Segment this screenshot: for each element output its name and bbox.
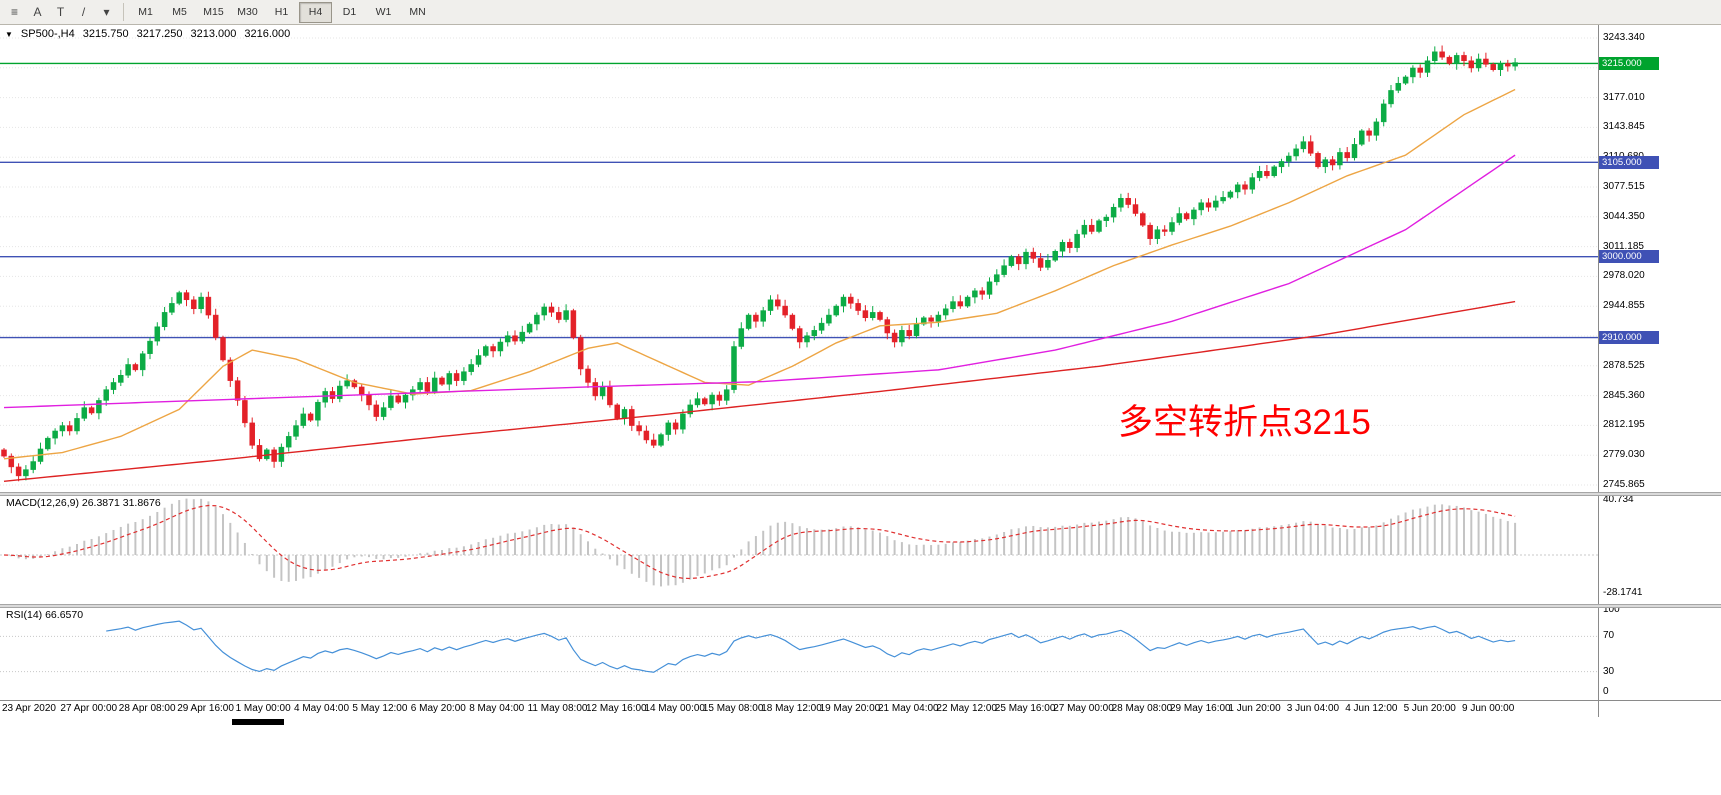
price-tick-label: 3143.845 (1603, 121, 1645, 133)
macd-tick-label: -28.1741 (1603, 587, 1643, 599)
time-axis-label: 1 Jun 20:00 (1228, 703, 1281, 714)
timeframe-button-m5[interactable]: M5 (172, 6, 187, 18)
symbol-name: SP500-,H4 (20, 28, 75, 40)
price-tick-label: 3077.515 (1603, 181, 1645, 192)
ohlc-open: 3215.750 (82, 28, 129, 40)
time-axis-label: 27 Apr 00:00 (60, 703, 118, 714)
time-axis-label: 22 May 12:00 (936, 703, 997, 714)
timeframe-button-h1[interactable]: H1 (274, 6, 289, 18)
time-axis-label: 3 Jun 04:00 (1286, 703, 1340, 714)
macd-rsi-panel-separator[interactable] (0, 604, 1721, 608)
price-tick-label: 2878.525 (1603, 359, 1645, 371)
hline-price-tag: 2910.000 (1599, 331, 1659, 345)
rsi-tick-label: 100 (1603, 604, 1620, 615)
price-tick-label: 2779.030 (1603, 449, 1645, 461)
price-tick-label: 3044.350 (1603, 210, 1645, 222)
time-axis-label: 19 May 20:00 (819, 703, 881, 714)
time-axis-label: 21 May 04:00 (878, 703, 939, 714)
rsi-tick-label: 0 (1603, 686, 1609, 697)
time-axis-label: 28 Apr 08:00 (118, 703, 176, 714)
time-axis-label: 18 May 12:00 (761, 703, 822, 714)
timeframe-button-w1[interactable]: W1 (375, 6, 392, 18)
timeframe-button-d1[interactable]: D1 (342, 6, 357, 18)
toolbar-separator (123, 3, 124, 21)
chart-annotation-text[interactable]: 多空转折点3215 (1118, 403, 1371, 442)
horizontal-scrollbar-thumb[interactable] (232, 719, 284, 725)
timeframe-button-h4[interactable]: H4 (299, 1, 332, 23)
symbol-dropdown-icon[interactable]: ▼ (5, 30, 13, 39)
time-axis-label: 29 May 16:00 (1170, 703, 1231, 714)
ohlc-low: 3213.000 (190, 28, 237, 40)
hline-price-tag: 3215.000 (1599, 56, 1659, 70)
chart-properties-icon[interactable]: ≡ (10, 5, 18, 19)
timeframe-button-mn[interactable]: MN (409, 6, 426, 18)
hline-price-tag: 3000.000 (1599, 250, 1659, 264)
price-tick-label: 2745.865 (1603, 479, 1645, 490)
price-tick-label: 2978.020 (1603, 270, 1645, 282)
price-tick-label: 3243.340 (1603, 32, 1645, 43)
price-axis-border (1598, 24, 1599, 717)
price-tick-label: 3011.185 (1603, 240, 1644, 252)
time-axis-label: 4 May 04:00 (294, 703, 350, 714)
rsi-indicator-label: RSI(14) 66.6570 (6, 609, 84, 621)
tools-dropdown-icon[interactable]: ▾ (103, 5, 110, 19)
macd-indicator-label: MACD(12,26,9) 26.3871 31.8676 (6, 497, 161, 509)
timeframe-button-m1[interactable]: M1 (138, 6, 153, 18)
time-axis-label: 27 May 00:00 (1053, 703, 1114, 714)
time-axis-label: 8 May 04:00 (469, 703, 525, 714)
chart-symbol-header: ▼ SP500-,H4 3215.750 3217.250 3213.000 3… (5, 28, 290, 42)
time-axis-label: 14 May 00:00 (644, 703, 705, 714)
time-axis-label: 4 Jun 12:00 (1345, 703, 1398, 714)
time-axis-label: 12 May 16:00 (586, 703, 647, 714)
timeframe-button-m15[interactable]: M15 (203, 6, 224, 18)
time-axis-label: 29 Apr 16:00 (177, 703, 234, 714)
time-axis-label: 6 May 20:00 (410, 703, 466, 714)
time-axis-label: 5 Jun 20:00 (1403, 703, 1456, 714)
ohlc-high: 3217.250 (136, 28, 183, 40)
text-annotation-icon[interactable]: A (33, 5, 42, 19)
ohlc-close: 3216.000 (244, 28, 291, 40)
time-axis-label: 1 May 00:00 (235, 703, 291, 714)
time-axis-label: 28 May 08:00 (1111, 703, 1173, 714)
time-axis-label: 9 Jun 00:00 (1462, 703, 1515, 714)
time-axis-border (0, 700, 1721, 701)
time-axis-label: 23 Apr 2020 (2, 703, 56, 714)
time-axis-label: 25 May 16:00 (994, 703, 1056, 714)
price-tick-label: 3177.010 (1603, 91, 1645, 103)
timeframe-button-m30[interactable]: M30 (237, 6, 258, 18)
main-macd-panel-separator[interactable] (0, 492, 1721, 496)
time-axis-label: 11 May 08:00 (527, 703, 588, 714)
price-tick-label: 2944.855 (1603, 300, 1645, 312)
toolbar: ≡ A T / ▾ M1 M5 M15 M30 H1 H4 D1 W1 MN (0, 0, 1721, 25)
rsi-tick-label: 70 (1603, 630, 1615, 642)
price-tick-label: 2845.360 (1603, 389, 1645, 401)
time-axis-label: 5 May 12:00 (352, 703, 408, 714)
trendline-tool-icon[interactable]: / (81, 5, 86, 19)
rsi-tick-label: 30 (1603, 665, 1615, 677)
price-tick-label: 2812.195 (1603, 419, 1645, 431)
timeframe-button-group: M1 M5 M15 M30 H1 H4 D1 W1 MN (129, 1, 434, 23)
macd-tick-label: 40.734 (1603, 493, 1634, 505)
hline-price-tag: 3105.000 (1599, 155, 1659, 169)
label-tool-icon[interactable]: T (56, 5, 65, 19)
time-axis-label: 15 May 08:00 (702, 703, 764, 714)
tool-icon-group: ≡ A T / ▾ (3, 2, 118, 22)
